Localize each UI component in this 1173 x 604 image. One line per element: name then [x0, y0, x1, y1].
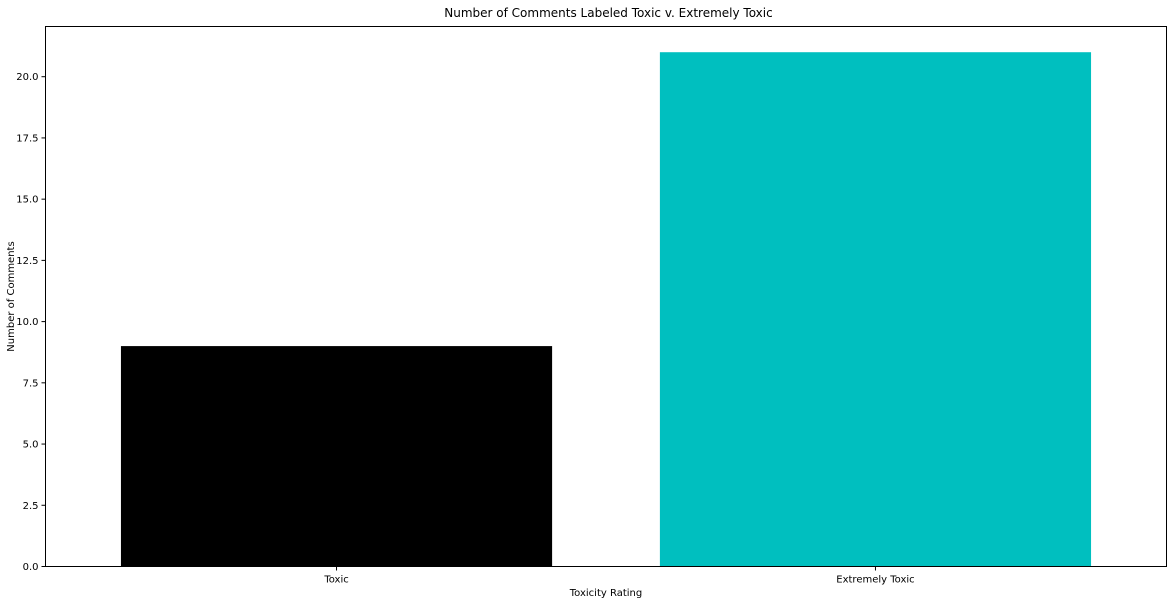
y-tick-label: 7.5: [23, 378, 39, 389]
y-axis-label: Number of Comments: [6, 241, 17, 351]
x-tick-label: Toxic: [323, 575, 348, 586]
axes-frame: [45, 26, 1167, 567]
y-tick-label: 10.0: [16, 317, 38, 328]
plot-area: [120, 52, 1092, 567]
bar-extremely-toxic: [659, 52, 1092, 567]
y-tick-label: 12.5: [16, 256, 38, 267]
bar-toxic: [120, 346, 553, 567]
y-tick-label: 17.5: [16, 133, 38, 144]
chart-title: Number of Comments Labeled Toxic v. Extr…: [444, 6, 772, 20]
y-axis: 0.0 2.5 5.0 7.5 10.0 12.5 15.0 17.5 20.0: [16, 72, 46, 573]
y-tick-label: 0.0: [23, 562, 39, 573]
y-tick-label: 20.0: [16, 72, 38, 83]
x-tick-label: Extremely Toxic: [836, 575, 914, 586]
y-tick-label: 5.0: [23, 440, 39, 451]
y-tick-label: 15.0: [16, 195, 38, 206]
x-axis: Toxic Extremely Toxic: [323, 566, 915, 586]
y-tick-label: 2.5: [23, 501, 39, 512]
x-axis-label: Toxicity Rating: [569, 588, 642, 599]
